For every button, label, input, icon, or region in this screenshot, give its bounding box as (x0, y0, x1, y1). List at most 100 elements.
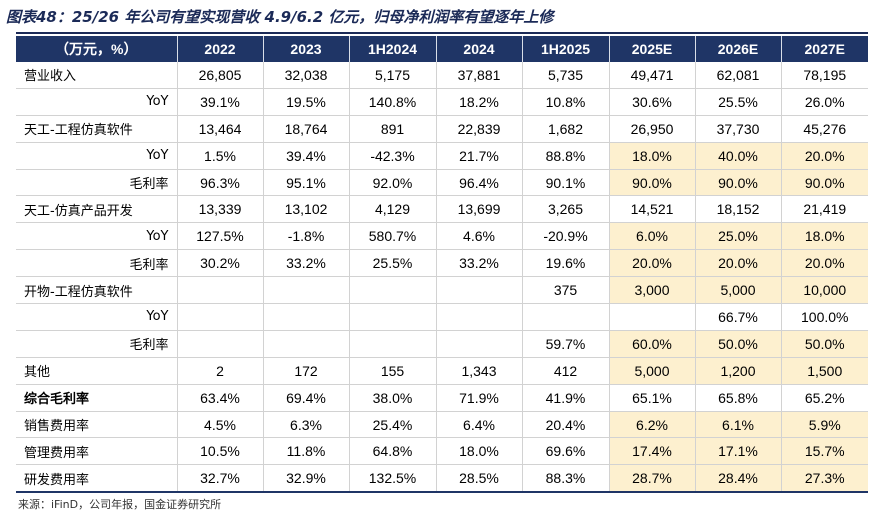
table-cell: 13,102 (263, 195, 350, 224)
table-cell: 1,500 (781, 357, 868, 385)
table-cell: 59.7% (522, 330, 610, 358)
table-cell: 5,000 (609, 357, 696, 385)
table-cell: 13,464 (177, 115, 264, 143)
header-year-cell: 2025E (609, 36, 696, 62)
table-cell: 38.0% (349, 384, 437, 412)
table-cell: 63.4% (177, 384, 264, 412)
table-cell: 132.5% (349, 464, 437, 494)
table-cell: 60.0% (609, 330, 696, 358)
table-cell: 6.3% (263, 411, 350, 439)
table-cell: 412 (522, 357, 610, 385)
table-row: YoY 66.7% 100.0% (16, 303, 868, 331)
table-cell: 96.4% (436, 169, 523, 197)
table-cell: -1.8% (263, 222, 350, 251)
table-cell: 21.7% (436, 142, 523, 170)
table-cell: 20.0% (609, 249, 696, 278)
row-label: 销售费用率 (16, 411, 178, 439)
table-cell: 6.0% (609, 222, 696, 251)
table-cell: 6.1% (695, 411, 782, 439)
table-cell (263, 330, 350, 358)
table-cell (522, 303, 610, 331)
source-note: 来源：iFinD，公司年报，国金证券研究所 (18, 498, 222, 511)
table-cell: 375 (522, 276, 610, 305)
table-cell (436, 303, 523, 331)
row-label: YoY (16, 303, 178, 331)
table-row: 综合毛利率 63.4% 69.4% 38.0% 71.9% 41.9% 65.1% 65.8%… (16, 384, 868, 412)
table-row: 开物-工程仿真软件 375 3,000 5,000 10,000 (16, 276, 868, 305)
table-cell: 2 (177, 357, 264, 385)
table-cell: 4.6% (436, 222, 523, 251)
header-year-cell: 2026E (695, 36, 782, 62)
table-cell: 20.0% (781, 142, 868, 170)
table-cell: 28.5% (436, 464, 523, 494)
row-label: 营业收入 (16, 62, 178, 89)
table-cell (263, 276, 350, 305)
table-cell: 65.2% (781, 384, 868, 412)
table-cell: 13,339 (177, 195, 264, 224)
table-cell (349, 303, 437, 331)
table-cell: 90.1% (522, 169, 610, 197)
table-cell: 30.2% (177, 249, 264, 278)
table-cell: 25.5% (349, 249, 437, 278)
row-label: 其他 (16, 357, 178, 385)
row-label: 天工-工程仿真软件 (16, 115, 178, 143)
table-cell: 4,129 (349, 195, 437, 224)
table-cell: 19.6% (522, 249, 610, 278)
table-cell: 127.5% (177, 222, 264, 251)
row-label: 毛利率 (16, 249, 178, 278)
table-header-row: （万元，%） 2022 2023 1H2024 2024 1H2025 2025E 2026E… (16, 36, 868, 62)
table-cell: 90.0% (609, 169, 696, 197)
table-cell: 18.2% (436, 88, 523, 116)
table-cell: 49,471 (609, 62, 696, 89)
table-cell: 18.0% (436, 437, 523, 466)
table-cell: 39.1% (177, 88, 264, 116)
table-cell: 10,000 (781, 276, 868, 305)
table-cell: 25.5% (695, 88, 782, 116)
title-underline (16, 32, 868, 34)
table-cell: 17.4% (609, 437, 696, 466)
header-unit-cell: （万元，%） (16, 36, 178, 62)
table-row: 毛利率 96.3% 95.1% 92.0% 96.4% 90.1% 90.0% 90.0% 90… (16, 169, 868, 197)
table-cell: 5.9% (781, 411, 868, 439)
table-cell: 32,038 (263, 62, 350, 89)
table-cell: 13,699 (436, 195, 523, 224)
table-cell: 90.0% (695, 169, 782, 197)
table-cell: 19.5% (263, 88, 350, 116)
table-cell: -42.3% (349, 142, 437, 170)
table-cell: 71.9% (436, 384, 523, 412)
row-label: 研发费用率 (16, 464, 178, 494)
row-label: 天工-仿真产品开发 (16, 195, 178, 224)
table-cell: 96.3% (177, 169, 264, 197)
table-cell: 5,000 (695, 276, 782, 305)
table-cell: 90.0% (781, 169, 868, 197)
table-cell (263, 303, 350, 331)
table-cell: 140.8% (349, 88, 437, 116)
header-year-cell: 2022 (177, 36, 264, 62)
table-cell: 88.8% (522, 142, 610, 170)
table-cell: 88.3% (522, 464, 610, 494)
table-cell: 1,343 (436, 357, 523, 385)
table-row: 研发费用率 32.7% 32.9% 132.5% 28.5% 88.3% 28.7% 28.4… (16, 464, 868, 494)
table-cell: 26,805 (177, 62, 264, 89)
row-label: 开物-工程仿真软件 (16, 276, 178, 305)
table-row: 销售费用率 4.5% 6.3% 25.4% 6.4% 20.4% 6.2% 6.1% 5.9% (16, 411, 868, 439)
table-cell (609, 303, 696, 331)
row-label: 毛利率 (16, 330, 178, 358)
header-year-cell: 1H2025 (522, 36, 610, 62)
table-cell: 10.5% (177, 437, 264, 466)
table-cell (349, 330, 437, 358)
table-cell: 20.0% (781, 249, 868, 278)
table-cell: 25.0% (695, 222, 782, 251)
table-cell: 92.0% (349, 169, 437, 197)
table-cell: 4.5% (177, 411, 264, 439)
header-year-cell: 1H2024 (349, 36, 437, 62)
table-cell: 41.9% (522, 384, 610, 412)
table-cell (436, 276, 523, 305)
table-cell: 10.8% (522, 88, 610, 116)
table-cell: 37,881 (436, 62, 523, 89)
table-cell: 25.4% (349, 411, 437, 439)
table-row: 天工-工程仿真软件 13,464 18,764 891 22,839 1,682 26,95… (16, 115, 868, 143)
table-cell: 37,730 (695, 115, 782, 143)
table-cell: 64.8% (349, 437, 437, 466)
figure-title: 图表48：25/26 年公司有望实现营收 4.9/6.2 亿元，归母净利润率有望… (6, 8, 554, 26)
